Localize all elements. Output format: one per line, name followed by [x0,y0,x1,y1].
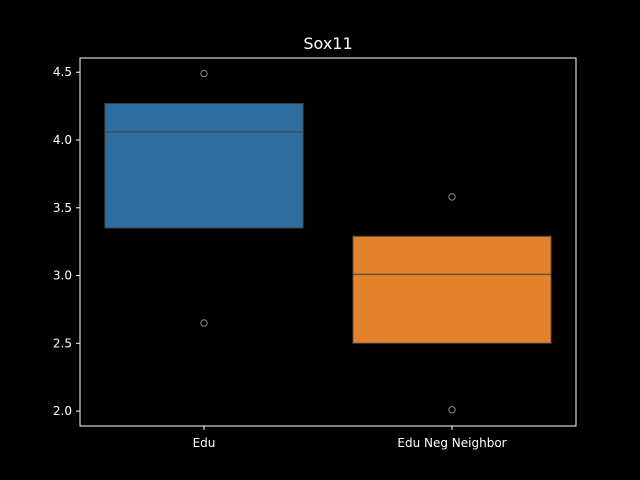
y-tick-label-2: 3.0 [53,269,72,283]
y-tick-label-0: 2.0 [53,404,72,418]
x-tick-label-0: Edu [193,436,216,450]
chart-title: Sox11 [303,34,352,53]
plot-frame [79,57,577,427]
outlier-point-1-1 [448,406,456,414]
outlier-point-0-0 [200,69,208,78]
x-tick-label-1: Edu Neg Neighbor [397,436,506,450]
y-tick-label-5: 4.5 [53,65,72,79]
boxes-layer [104,69,552,414]
x-axis: Edu Edu Neg Neighbor [193,426,507,450]
outlier-point-1-0 [448,193,456,201]
y-axis: 2.0 2.5 3.0 3.5 4.0 4.5 [53,65,80,418]
box-0 [104,102,304,229]
y-tick-label-1: 2.5 [53,336,72,350]
box-1 [352,235,552,344]
y-tick-label-3: 3.5 [53,201,72,215]
y-tick-label-4: 4.0 [53,133,72,147]
outlier-point-0-1 [200,319,208,327]
